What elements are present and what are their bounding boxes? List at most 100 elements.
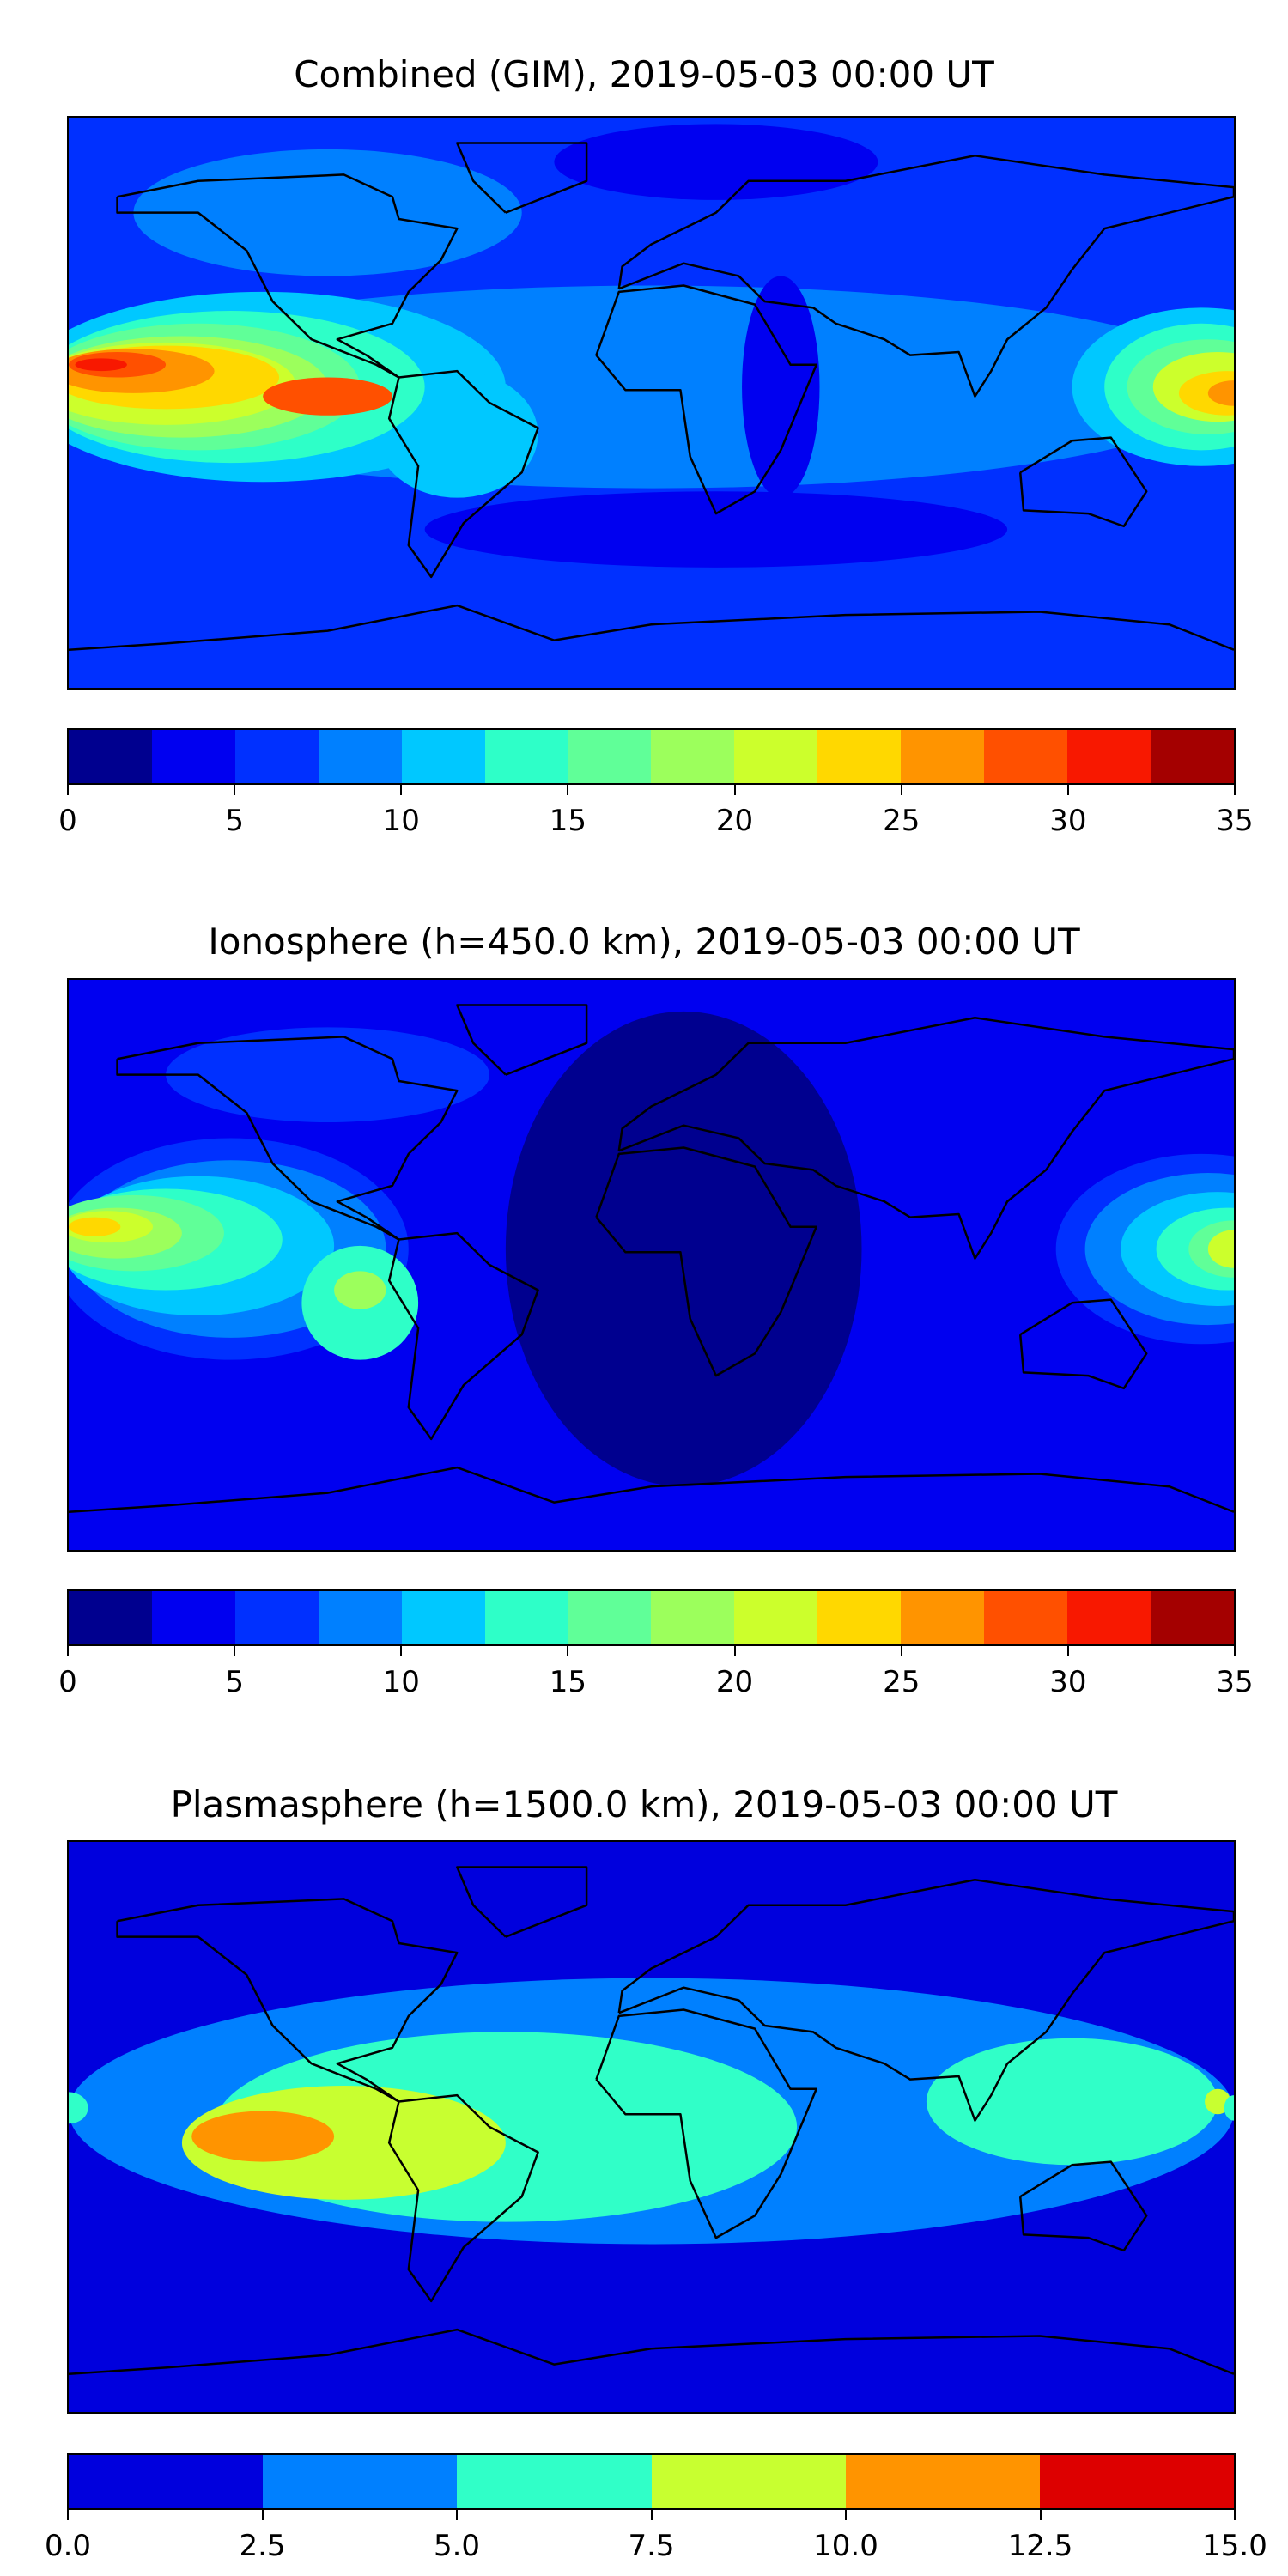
colorbar-tick-label: 25	[883, 1665, 920, 1699]
contour-region	[69, 1217, 121, 1236]
colorbar-tick	[900, 785, 902, 795]
colorbar-segment	[734, 1591, 818, 1644]
colorbar-tick-label: 35	[1216, 804, 1254, 838]
coastline-greenland	[457, 1005, 586, 1075]
colorbar-tick	[1039, 2510, 1042, 2520]
colorbar-tick-label: 15	[549, 1665, 587, 1699]
colorbar-tick	[567, 785, 569, 795]
colorbar-tick-label: 5.0	[433, 2529, 481, 2563]
colorbar-tick-label: 2.5	[239, 2529, 286, 2563]
colorbar-tick-label: 10.0	[813, 2529, 878, 2563]
colorbar-tick-label: 15	[549, 804, 587, 838]
contour-region	[742, 276, 820, 498]
colorbar-segment	[568, 730, 652, 783]
colorbar-tick-label: 30	[1049, 804, 1087, 838]
colorbar-tick	[1066, 1646, 1069, 1656]
contour-region	[1178, 371, 1234, 416]
coastline-australia	[1020, 2162, 1146, 2251]
coastline-antarctica	[69, 605, 1234, 650]
colorbar-segment	[984, 730, 1068, 783]
coastline-antarctica	[69, 2330, 1234, 2374]
colorbar-tick	[1234, 785, 1236, 795]
coastline-greenland	[457, 143, 586, 213]
contour-region	[1224, 2095, 1234, 2121]
coastline-eurasia	[619, 155, 1234, 396]
colorbar-tick	[234, 785, 236, 795]
colorbar-tick-label: 0.0	[44, 2529, 92, 2563]
colorbar-tick	[733, 785, 736, 795]
chart-title: Plasmasphere (h=1500.0 km), 2019-05-03 0…	[170, 1783, 1118, 1826]
colorbar-tick	[733, 1646, 736, 1656]
colorbar-tick-label: 25	[883, 804, 920, 838]
colorbar-segment	[1039, 2455, 1235, 2508]
colorbar-tick-label: 12.5	[1007, 2529, 1073, 2563]
map-plasmasphere	[67, 1840, 1236, 2414]
contour-region	[1207, 380, 1234, 406]
colorbar-segment	[318, 730, 402, 783]
colorbar-tick	[900, 1646, 902, 1656]
coastline-eurasia	[619, 1880, 1234, 2120]
colorbar-segment	[651, 1591, 735, 1644]
colorbar-tick-label: 7.5	[628, 2529, 675, 2563]
colorbar-tick	[261, 2510, 264, 2520]
chart-title: Combined (GIM), 2019-05-03 00:00 UT	[294, 53, 994, 95]
colorbar-segment	[1150, 730, 1234, 783]
colorbar-segment	[568, 1591, 652, 1644]
colorbar-ticks-combined: 0 5 10 15 20 25 30 35	[58, 785, 1254, 845]
colorbar-segment	[151, 730, 235, 783]
contour-region	[75, 358, 127, 372]
colorbar-tick	[234, 1646, 236, 1656]
colorbar-tick	[1234, 1646, 1236, 1656]
colorbar-tick-label: 5	[225, 804, 244, 838]
colorbar-tick	[1234, 2510, 1236, 2520]
chart-title: Ionosphere (h=450.0 km), 2019-05-03 00:0…	[208, 920, 1080, 963]
coastline-south-america	[389, 1233, 538, 1439]
colorbar-tick	[456, 2510, 458, 2520]
colorbar-segment	[484, 730, 568, 783]
coastline-eurasia	[619, 1018, 1234, 1258]
colorbar-ionosphere	[67, 1589, 1236, 1646]
colorbar-segment	[1150, 1591, 1234, 1644]
colorbar-combined	[67, 728, 1236, 785]
colorbar-tick-label: 5	[225, 1665, 244, 1699]
coastline-greenland	[457, 1868, 586, 1937]
colorbar-tick	[650, 2510, 653, 2520]
colorbar-tick	[67, 1646, 69, 1656]
colorbar-segment	[457, 2455, 652, 2508]
colorbar-tick	[845, 2510, 847, 2520]
coastline-north-america	[118, 1899, 458, 2101]
contour-region	[191, 2111, 335, 2162]
colorbar-segment	[234, 730, 319, 783]
coastline-australia	[1020, 438, 1146, 526]
contour-region	[424, 491, 1008, 568]
colorbar-segment	[69, 1591, 152, 1644]
coastline-south-america	[389, 2095, 538, 2301]
colorbar-segment	[1067, 730, 1151, 783]
colorbar-segment	[263, 2455, 458, 2508]
colorbar-segment	[651, 730, 735, 783]
coastline-south-america	[389, 371, 538, 577]
colorbar-ticks-ionosphere: 0 5 10 15 20 25 30 35	[58, 1646, 1254, 1706]
map-combined	[67, 116, 1236, 690]
coastline-antarctica	[69, 1467, 1234, 1512]
colorbar-segment	[817, 1591, 902, 1644]
map-ionosphere	[67, 978, 1236, 1552]
colorbar-ticks-plasmasphere: 0.0 2.5 5.0 7.5 10.0 12.5 15.0	[45, 2510, 1267, 2570]
colorbar-tick	[400, 1646, 403, 1656]
colorbar-tick-label: 10	[382, 804, 420, 838]
colorbar-tick-label: 0	[58, 1665, 77, 1699]
contour-region	[554, 124, 878, 200]
colorbar-segment	[234, 1591, 319, 1644]
colorbar-tick-label: 20	[715, 804, 754, 838]
colorbar-segment	[484, 1591, 568, 1644]
contour-region	[926, 2038, 1218, 2166]
coastline-australia	[1020, 1300, 1146, 1388]
colorbar-segment	[845, 2455, 1040, 2508]
colorbar-tick-label: 10	[382, 1665, 420, 1699]
coastline-africa	[596, 1148, 816, 1376]
colorbar-tick-label: 15.0	[1202, 2529, 1267, 2563]
colorbar-segment	[1067, 1591, 1151, 1644]
contour-region	[133, 149, 522, 276]
colorbar-tick	[1066, 785, 1069, 795]
colorbar-segment	[817, 730, 902, 783]
